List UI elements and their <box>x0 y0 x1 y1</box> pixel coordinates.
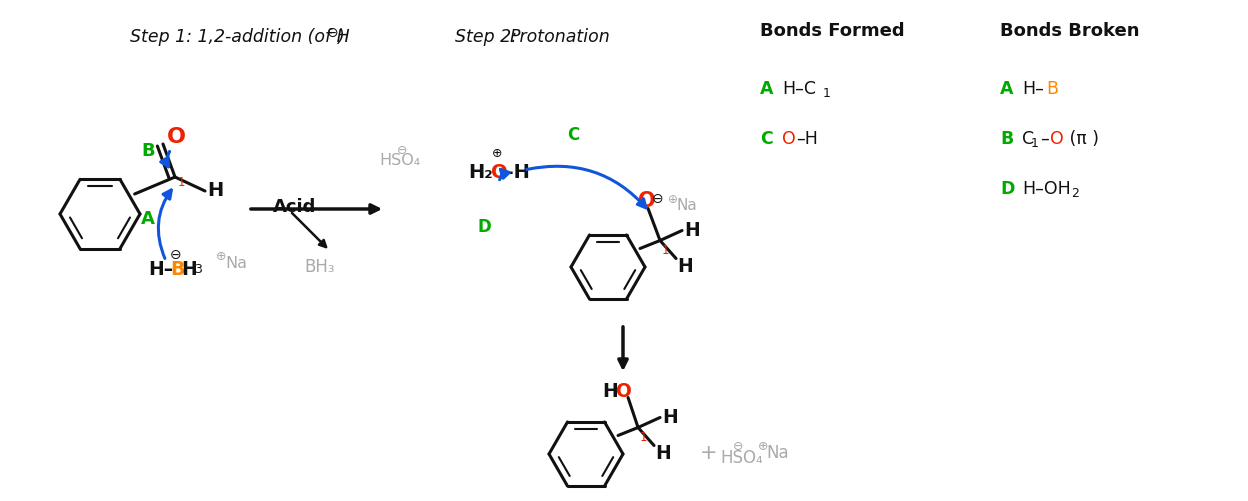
Text: HSO₄: HSO₄ <box>379 153 421 168</box>
Text: 1: 1 <box>178 176 186 188</box>
Text: H: H <box>678 257 693 276</box>
Text: Acid: Acid <box>273 197 317 215</box>
Text: O: O <box>615 382 631 401</box>
Text: C: C <box>760 130 773 148</box>
Text: H: H <box>181 260 197 279</box>
Text: A: A <box>141 209 155 227</box>
Text: 1: 1 <box>822 87 831 100</box>
Text: A: A <box>760 80 774 98</box>
Text: ⊖: ⊖ <box>733 439 744 452</box>
Text: C: C <box>1022 130 1035 148</box>
Text: H–: H– <box>1022 80 1043 98</box>
Text: B: B <box>1046 80 1058 98</box>
Text: ⊕: ⊕ <box>492 147 503 160</box>
Text: B: B <box>170 260 185 279</box>
Text: BH₃: BH₃ <box>305 258 336 276</box>
Text: 1: 1 <box>1031 137 1038 150</box>
Text: A: A <box>1000 80 1013 98</box>
Text: 3: 3 <box>193 263 202 276</box>
Text: O: O <box>1050 130 1063 148</box>
Text: ⊖: ⊖ <box>327 26 338 40</box>
Text: C: C <box>567 126 579 144</box>
Text: Na: Na <box>766 443 789 461</box>
Text: Step 1: 1,2-addition (of H: Step 1: 1,2-addition (of H <box>130 28 349 46</box>
Text: ⊖: ⊖ <box>170 247 182 262</box>
Text: H–C: H–C <box>782 80 816 98</box>
Text: B: B <box>141 142 155 160</box>
Text: H: H <box>661 408 678 427</box>
Text: H: H <box>655 443 670 462</box>
Text: D: D <box>1000 180 1015 197</box>
Text: Bonds Broken: Bonds Broken <box>1000 22 1139 40</box>
Text: D: D <box>477 217 490 235</box>
Text: H–OH: H–OH <box>1022 180 1071 197</box>
Text: H–: H– <box>149 260 173 279</box>
Text: O: O <box>490 163 508 182</box>
Text: 2: 2 <box>1071 187 1078 199</box>
Text: H: H <box>684 221 700 240</box>
Text: (π ): (π ) <box>1065 130 1099 148</box>
Text: O: O <box>167 127 186 147</box>
Text: O: O <box>638 191 655 211</box>
Text: Step 2:: Step 2: <box>456 28 523 46</box>
Text: O: O <box>782 130 796 148</box>
Text: Protonation: Protonation <box>510 28 610 46</box>
Text: ⊖: ⊖ <box>651 191 664 205</box>
Text: Na: Na <box>676 198 696 213</box>
Text: Bonds Formed: Bonds Formed <box>760 22 905 40</box>
Text: B: B <box>1000 130 1013 148</box>
Text: ⊕: ⊕ <box>216 249 226 263</box>
Text: ⊖: ⊖ <box>397 144 407 157</box>
Text: ): ) <box>337 28 343 46</box>
Text: –H: –H <box>504 163 530 182</box>
Text: H: H <box>207 181 223 199</box>
Text: Na: Na <box>225 256 247 271</box>
Text: ⊕: ⊕ <box>668 193 678 206</box>
Text: H₂: H₂ <box>468 163 493 182</box>
Text: –H: –H <box>796 130 817 148</box>
Text: H: H <box>602 382 618 401</box>
Text: 1: 1 <box>661 244 669 257</box>
Text: 1: 1 <box>640 431 648 443</box>
Text: –: – <box>1040 130 1048 148</box>
Text: +: + <box>700 442 718 462</box>
Text: HSO₄: HSO₄ <box>720 448 763 466</box>
Text: ⊕: ⊕ <box>758 439 769 452</box>
